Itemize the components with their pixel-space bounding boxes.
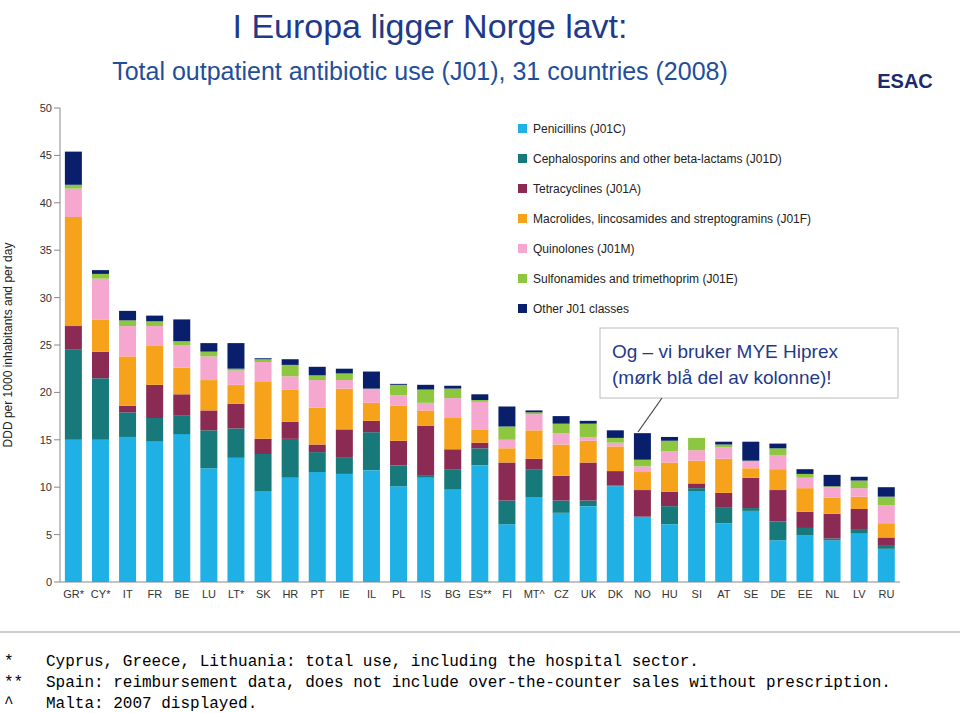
svg-text:50: 50 (40, 102, 52, 114)
svg-text:Penicillins (J01C): Penicillins (J01C) (533, 122, 626, 136)
svg-text:0: 0 (46, 576, 52, 588)
svg-text:GR*: GR* (63, 588, 85, 600)
svg-text:LU: LU (202, 588, 216, 600)
svg-text:IL: IL (367, 588, 376, 600)
svg-text:FR: FR (148, 588, 163, 600)
svg-text:DK: DK (608, 588, 624, 600)
svg-text:Sulfonamides and trimethoprim: Sulfonamides and trimethoprim (J01E) (533, 272, 738, 286)
svg-text:Total outpatient antibiotic us: Total outpatient antibiotic use (J01), 3… (112, 57, 728, 85)
svg-text:CZ: CZ (554, 588, 569, 600)
svg-text:PT: PT (310, 588, 324, 600)
svg-text:IT: IT (123, 588, 133, 600)
svg-text:DDD per 1000 inhabitants and p: DDD per 1000 inhabitants and per day (8, 243, 15, 448)
svg-text:ES**: ES** (468, 588, 492, 600)
svg-text:SE: SE (744, 588, 759, 600)
svg-text:BG: BG (445, 588, 461, 600)
svg-text:Other J01 classes: Other J01 classes (533, 302, 629, 316)
svg-text:BE: BE (175, 588, 190, 600)
svg-text:Tetracyclines (J01A): Tetracyclines (J01A) (533, 182, 641, 196)
svg-text:(mørk blå del av kolonne)!: (mørk blå del av kolonne)! (612, 367, 832, 388)
svg-text:I Europa ligger Norge lavt:: I Europa ligger Norge lavt: (233, 7, 628, 45)
svg-text:Malta: 2007 displayed.: Malta: 2007 displayed. (46, 695, 257, 713)
svg-text:Cephalosporins and other beta-: Cephalosporins and other beta-lactams (J… (533, 152, 782, 166)
svg-text:PL: PL (392, 588, 405, 600)
svg-text:20: 20 (40, 386, 52, 398)
svg-text:SI: SI (692, 588, 702, 600)
svg-text:UK: UK (581, 588, 597, 600)
svg-text:AT: AT (717, 588, 731, 600)
svg-text:MT^: MT^ (524, 588, 546, 600)
svg-text:30: 30 (40, 292, 52, 304)
svg-text:Cyprus, Greece, Lithuania: tot: Cyprus, Greece, Lithuania: total use, in… (46, 653, 699, 671)
svg-text:HU: HU (662, 588, 678, 600)
svg-text:10: 10 (40, 481, 52, 493)
svg-text:Quinolones (J01M): Quinolones (J01M) (533, 242, 634, 256)
svg-text:Og – vi bruker MYE Hiprex: Og – vi bruker MYE Hiprex (612, 341, 838, 362)
svg-text:IE: IE (339, 588, 349, 600)
svg-text:Spain: reimbursement data, doe: Spain: reimbursement data, does not incl… (46, 674, 891, 692)
svg-text:LT*: LT* (228, 588, 245, 600)
svg-text:**: ** (8, 674, 23, 692)
svg-text:45: 45 (40, 149, 52, 161)
svg-text:EE: EE (798, 588, 813, 600)
svg-text:5: 5 (46, 529, 52, 541)
svg-text:^: ^ (8, 695, 14, 713)
svg-text:35: 35 (40, 244, 52, 256)
svg-text:ESAC: ESAC (877, 70, 933, 92)
svg-text:NL: NL (825, 588, 839, 600)
svg-text:Macrolides, lincosamides and s: Macrolides, lincosamides and streptogram… (533, 212, 811, 226)
svg-text:NO: NO (634, 588, 651, 600)
svg-text:SK: SK (256, 588, 271, 600)
svg-text:15: 15 (40, 434, 52, 446)
svg-text:RU: RU (879, 588, 895, 600)
svg-text:25: 25 (40, 339, 52, 351)
svg-text:*: * (8, 653, 14, 671)
svg-text:CY*: CY* (91, 588, 111, 600)
svg-text:FI: FI (502, 588, 512, 600)
svg-text:LV: LV (853, 588, 866, 600)
svg-text:HR: HR (282, 588, 298, 600)
svg-text:IS: IS (421, 588, 431, 600)
svg-text:DE: DE (770, 588, 785, 600)
svg-text:40: 40 (40, 197, 52, 209)
